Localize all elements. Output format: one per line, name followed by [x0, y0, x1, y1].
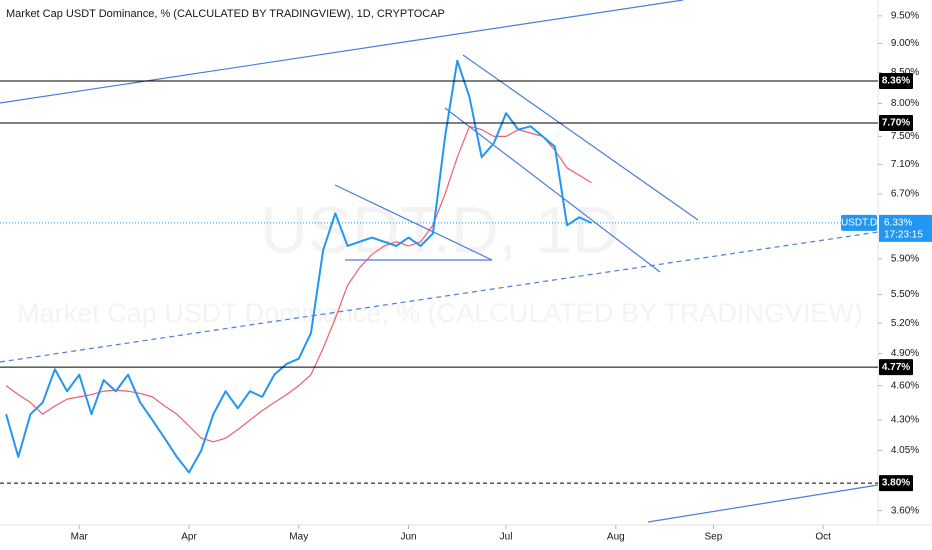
level-label: 8.36%	[882, 76, 910, 87]
watermark: USDT.D, 1D	[260, 192, 619, 266]
y-tick-label: 3.60%	[891, 505, 919, 516]
price-line	[5, 125, 592, 443]
y-tick-label: 4.30%	[891, 415, 919, 426]
y-tick-label: 4.90%	[891, 348, 919, 359]
y-tick-label: 7.50%	[891, 131, 919, 142]
x-tick-label: May	[289, 532, 308, 543]
level-label: 3.80%	[882, 478, 910, 489]
trendline	[462, 54, 699, 221]
x-tick-label: Sep	[704, 532, 722, 543]
x-tick-label: Aug	[607, 532, 625, 543]
watermark-subtitle: Market Cap USDT Dominance, % (CALCULATED…	[17, 298, 863, 328]
y-tick-label: 8.50%	[891, 67, 919, 78]
x-tick-label: Oct	[815, 532, 831, 543]
level-label-box	[879, 73, 913, 90]
y-tick-label: 7.10%	[891, 159, 919, 170]
x-tick-label: Jul	[500, 532, 513, 543]
x-tick-label: Jun	[400, 532, 416, 543]
y-tick-label: 9.00%	[891, 38, 919, 49]
symbol-box	[841, 214, 877, 231]
y-tick-label: 5.20%	[891, 318, 919, 329]
level-label: 7.70%	[882, 118, 910, 129]
level-label-box	[879, 359, 913, 376]
y-tick-label: 6.70%	[891, 189, 919, 200]
last-price-label: 6.33%	[884, 218, 912, 229]
level-label: 4.77%	[882, 362, 910, 373]
y-tick-label: 5.50%	[891, 289, 919, 300]
trendlines	[0, 0, 879, 523]
trendline	[334, 184, 493, 261]
last-price-box	[879, 214, 932, 242]
price-line	[5, 59, 592, 474]
chart-title: Market Cap USDT Dominance, % (CALCULATED…	[6, 8, 445, 20]
level-label-box	[879, 114, 913, 131]
x-tick-label: Apr	[181, 532, 197, 543]
y-tick-label: 4.60%	[891, 380, 919, 391]
x-tick-label: Mar	[71, 532, 89, 543]
y-tick-label: 4.05%	[891, 445, 919, 456]
trendline	[444, 107, 661, 273]
y-tick-label: 8.00%	[891, 98, 919, 109]
level-label-box	[879, 475, 913, 492]
trendline	[0, 0, 684, 104]
countdown-label: 17:23:15	[884, 230, 923, 241]
trendline	[647, 484, 879, 523]
y-tick-label: 9.50%	[891, 10, 919, 21]
trendline	[0, 231, 879, 363]
y-tick-label: 5.90%	[891, 253, 919, 264]
symbol-label: USDT.D	[841, 218, 877, 229]
